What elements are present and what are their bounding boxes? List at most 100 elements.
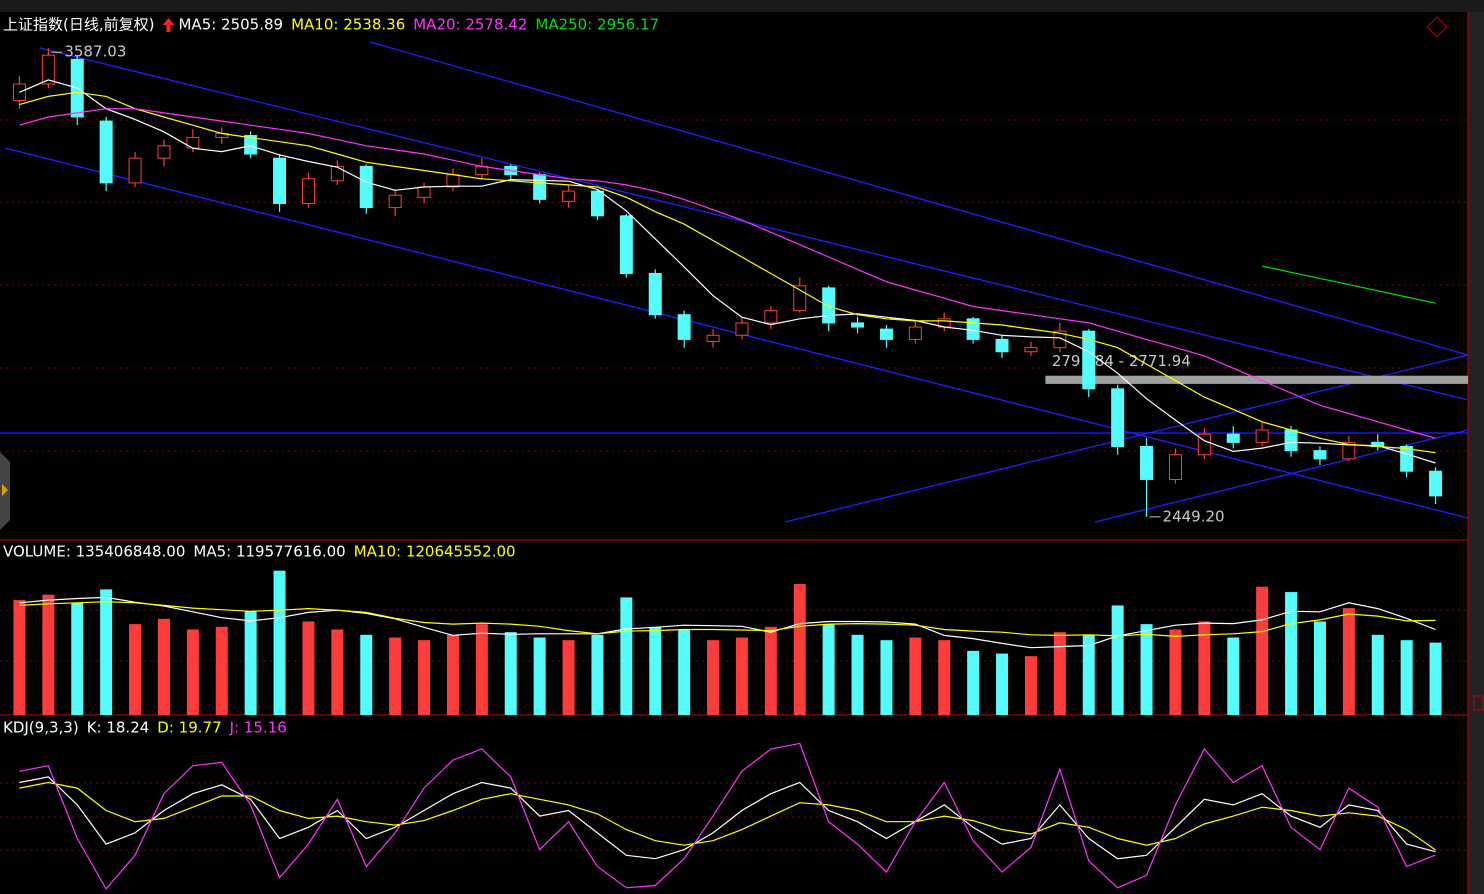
volume-bar [822,624,835,715]
kdj-line [19,742,1436,890]
volume-bar [1285,592,1298,715]
volume-bar [1342,608,1355,715]
candle-body [1140,445,1154,480]
candle-body [446,174,460,188]
close-panel-button[interactable] [1473,695,1484,711]
volume-bar [1140,624,1153,715]
volume-bar [1371,634,1384,715]
panel-title: KDJ(9,3,3) [3,719,79,737]
candle-body [1400,445,1414,472]
volume-bar [793,584,806,715]
legend-entry: MA5: 119577616.00 [193,543,345,561]
gap-band [1045,375,1468,384]
candle-body [359,165,373,209]
volume-bar [1256,586,1269,715]
volume-bar [418,640,431,715]
legend-entry: MA20: 2578.42 [413,16,527,34]
legend-entry: D: 19.77 [157,719,221,737]
ma-line [1261,265,1436,304]
volume-bar [533,637,546,715]
volume-bar [996,653,1009,715]
candle-body [590,190,604,217]
ma-line [19,91,1436,454]
low-label: 2449.20 [1163,507,1225,525]
volume-bar [1024,656,1037,715]
volume-bar [215,626,228,715]
volume-bar [1198,621,1211,715]
candle-body [1429,470,1443,497]
candle-body [1226,433,1240,443]
volume-bar [71,602,84,715]
kdj-line [19,776,1436,860]
volume-bar [244,610,257,715]
candle-body [475,165,489,176]
candle-body [879,328,893,340]
volume-bar [273,570,286,715]
volume-bar [707,640,720,715]
volume-bar [389,637,402,715]
ma-line [19,79,1436,464]
toolbar[interactable] [0,0,1484,12]
legend-entry: MA10: 2538.36 [291,16,405,34]
volume-bar [620,597,633,715]
candle-body [1255,429,1269,443]
volume-ma-line [19,601,1436,638]
volume-bar [649,626,662,715]
candle-body [764,310,778,324]
candle-body [1111,388,1125,447]
legend-entry: J: 15.16 [229,719,287,737]
trend-line[interactable] [369,41,1469,356]
candle-body [1053,330,1067,349]
right-scrollbar[interactable] [1468,12,1484,894]
volume-bar [475,624,488,715]
volume-bar [909,637,922,715]
volume-bar [186,629,199,715]
candle-body [677,314,691,340]
panel-title: VOLUME: 135406848.00 [3,543,185,561]
side-tab-arrow [2,484,8,496]
volume-bar [331,629,344,715]
title-arrow [162,18,175,32]
candle-body [851,322,865,328]
trend-line[interactable] [1094,429,1469,523]
volume-bar [1429,642,1442,715]
candle-body [619,215,633,274]
legend-entry: K: 18.24 [87,719,150,737]
candle-body [157,145,171,159]
legend-entry: MA250: 2956.17 [535,16,659,34]
volume-bar [764,626,777,715]
panel-toggle[interactable] [1426,16,1448,38]
volume-bar [302,621,315,715]
volume-bar [562,640,575,715]
kdj-line [19,781,1436,851]
volume-bar [1053,632,1066,715]
candle-body [1342,441,1356,460]
candle-body [1284,429,1298,452]
legend-entry: MA10: 120645552.00 [354,543,516,561]
candle-body [301,178,315,204]
volume-bar [360,634,373,715]
candle-body [995,338,1009,353]
legend-entry: MA5: 2505.89 [178,16,283,34]
volume-bar [938,640,951,715]
candle-body [330,165,344,182]
volume-bar [591,634,604,715]
volume-bar [1082,634,1095,715]
volume-bar [967,650,980,715]
candle-body [966,318,980,340]
candle-body [41,54,55,85]
volume-bar [13,600,26,715]
candle-body [417,186,431,198]
volume-bar [735,637,748,715]
volume-bar [446,634,459,715]
candle-body [128,157,142,184]
volume-bar [851,634,864,715]
candle-body [1168,454,1182,480]
candle-body [533,174,547,200]
volume-bar [1169,629,1182,715]
high-label: 3587.03 [64,43,126,61]
volume-bar [1400,640,1413,715]
trend-line[interactable] [39,47,1469,401]
volume-bar [1111,605,1124,715]
